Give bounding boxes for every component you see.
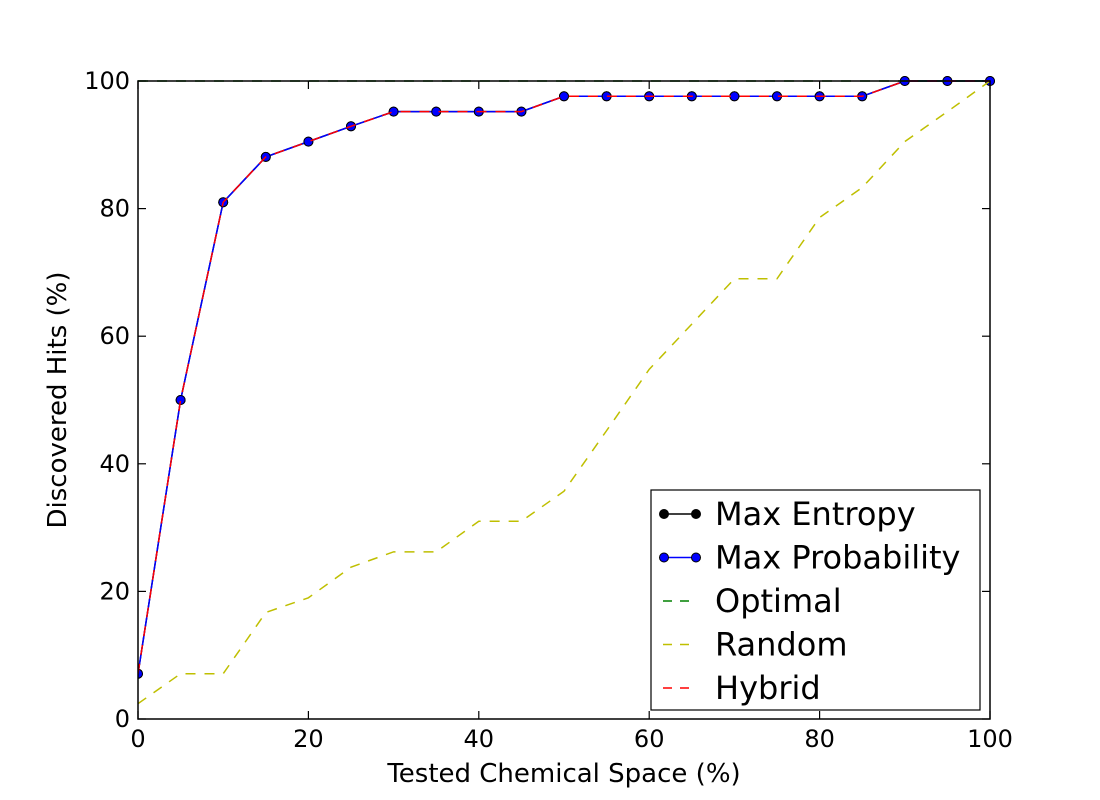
y-tick-label: 40 [99, 450, 130, 478]
x-axis-label: Tested Chemical Space (%) [386, 759, 740, 789]
y-tick-label: 80 [99, 195, 130, 223]
y-axis-label: Discovered Hits (%) [43, 271, 73, 528]
x-tick-label: 20 [293, 725, 324, 753]
y-tick-label: 20 [99, 577, 130, 605]
x-tick-label: 40 [464, 725, 495, 753]
legend-swatch-marker [659, 552, 669, 563]
y-tick-label: 0 [115, 705, 130, 733]
plot-frame [137, 80, 991, 720]
legend-label: Optimal [715, 582, 842, 620]
data-point [729, 91, 740, 102]
legend: Max Entropy Max Probability Optimal Random H… [650, 489, 981, 711]
series-random [138, 80, 991, 705]
x-tick-label: 60 [634, 725, 665, 753]
legend-entry: Max Entropy [659, 495, 916, 533]
series-line [138, 80, 990, 674]
data-point [138, 668, 143, 679]
axis-ticks: 0 20 40 60 80 100 0 20 40 60 80 100 [84, 67, 1013, 753]
y-tick-label: 60 [99, 322, 130, 350]
legend-swatch-marker [691, 552, 701, 563]
legend-entry: Random [663, 626, 847, 664]
legend-label: Max Probability [715, 539, 960, 577]
legend-label: Random [715, 626, 847, 664]
legend-entry: Hybrid [663, 669, 821, 707]
series-line [138, 80, 991, 705]
legend-label: Max Entropy [715, 495, 916, 533]
x-tick-label: 100 [967, 725, 1013, 753]
legend-swatch-marker [691, 509, 701, 519]
x-tick-label: 0 [130, 725, 145, 753]
data-point [303, 136, 314, 147]
legend-entry: Optimal [663, 582, 842, 620]
legend-box [650, 489, 981, 711]
y-tick-label: 100 [84, 67, 130, 95]
legend-entry: Max Probability [659, 539, 960, 577]
x-tick-label: 80 [804, 725, 835, 753]
legend-label: Hybrid [715, 669, 821, 707]
series-hybrid [138, 80, 990, 674]
data-point [388, 106, 399, 117]
data-point [559, 91, 569, 102]
legend-swatch-marker [659, 509, 669, 519]
